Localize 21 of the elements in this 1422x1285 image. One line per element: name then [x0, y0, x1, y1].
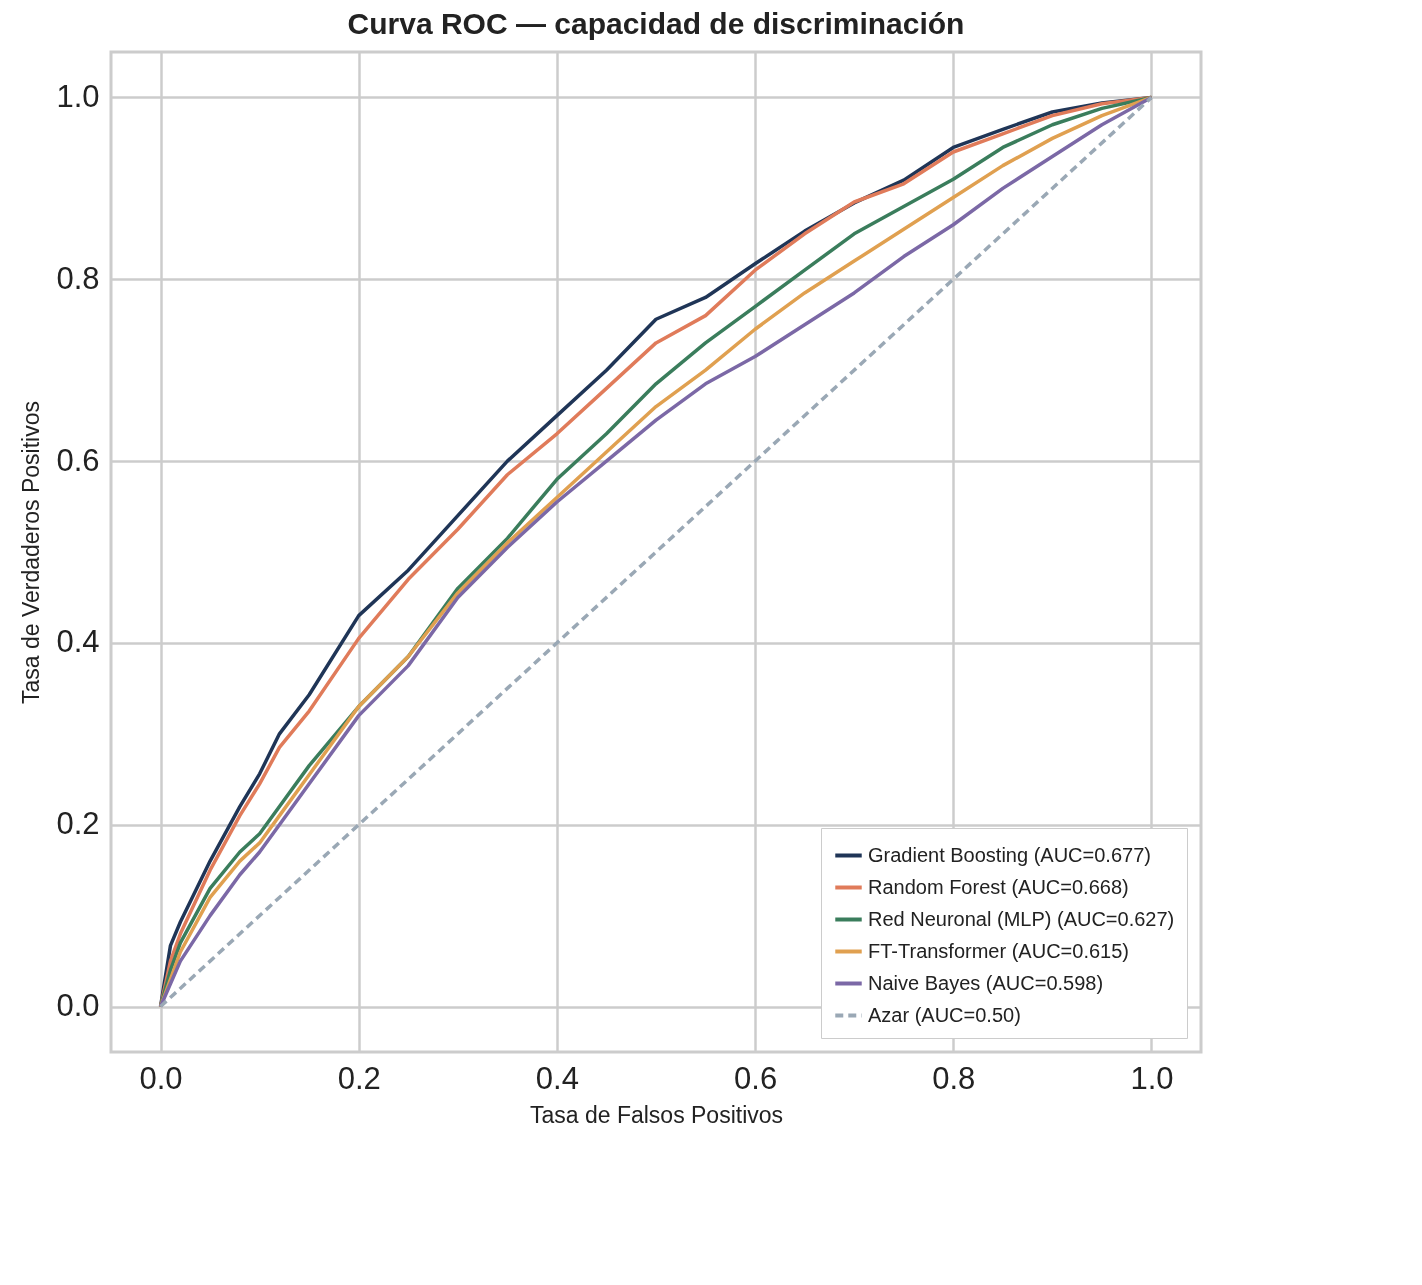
legend-label: Azar (AUC=0.50) [868, 1003, 1021, 1026]
chart-title: Curva ROC — capacidad de discriminación [347, 7, 965, 40]
y-tick-label: 0.6 [56, 442, 100, 478]
x-tick-label: 0.8 [932, 1060, 976, 1096]
legend-label: Red Neuronal (MLP) (AUC=0.627) [868, 907, 1175, 930]
x-tick-label: 1.0 [1130, 1060, 1174, 1096]
y-tick-label: 0.2 [56, 806, 100, 842]
x-tick-label: 0.2 [337, 1060, 381, 1096]
legend-label: Random Forest (AUC=0.668) [868, 875, 1129, 898]
x-tick-label: 0.4 [535, 1060, 579, 1096]
x-axis-title: Tasa de Falsos Positivos [529, 1101, 784, 1128]
y-tick-label: 0.4 [56, 624, 100, 660]
legend-label: Naive Bayes (AUC=0.598) [868, 971, 1104, 994]
legend-label: Gradient Boosting (AUC=0.677) [868, 843, 1151, 866]
y-tick-label: 0.8 [56, 260, 100, 296]
x-tick-label: 0.0 [139, 1060, 183, 1096]
legend-label: FT-Transformer (AUC=0.615) [868, 939, 1129, 962]
y-axis-title: Tasa de Verdaderos Positivos [18, 400, 45, 705]
y-tick-label: 1.0 [56, 78, 100, 114]
y-tick-label: 0.0 [56, 988, 100, 1024]
x-tick-label: 0.6 [734, 1060, 778, 1096]
